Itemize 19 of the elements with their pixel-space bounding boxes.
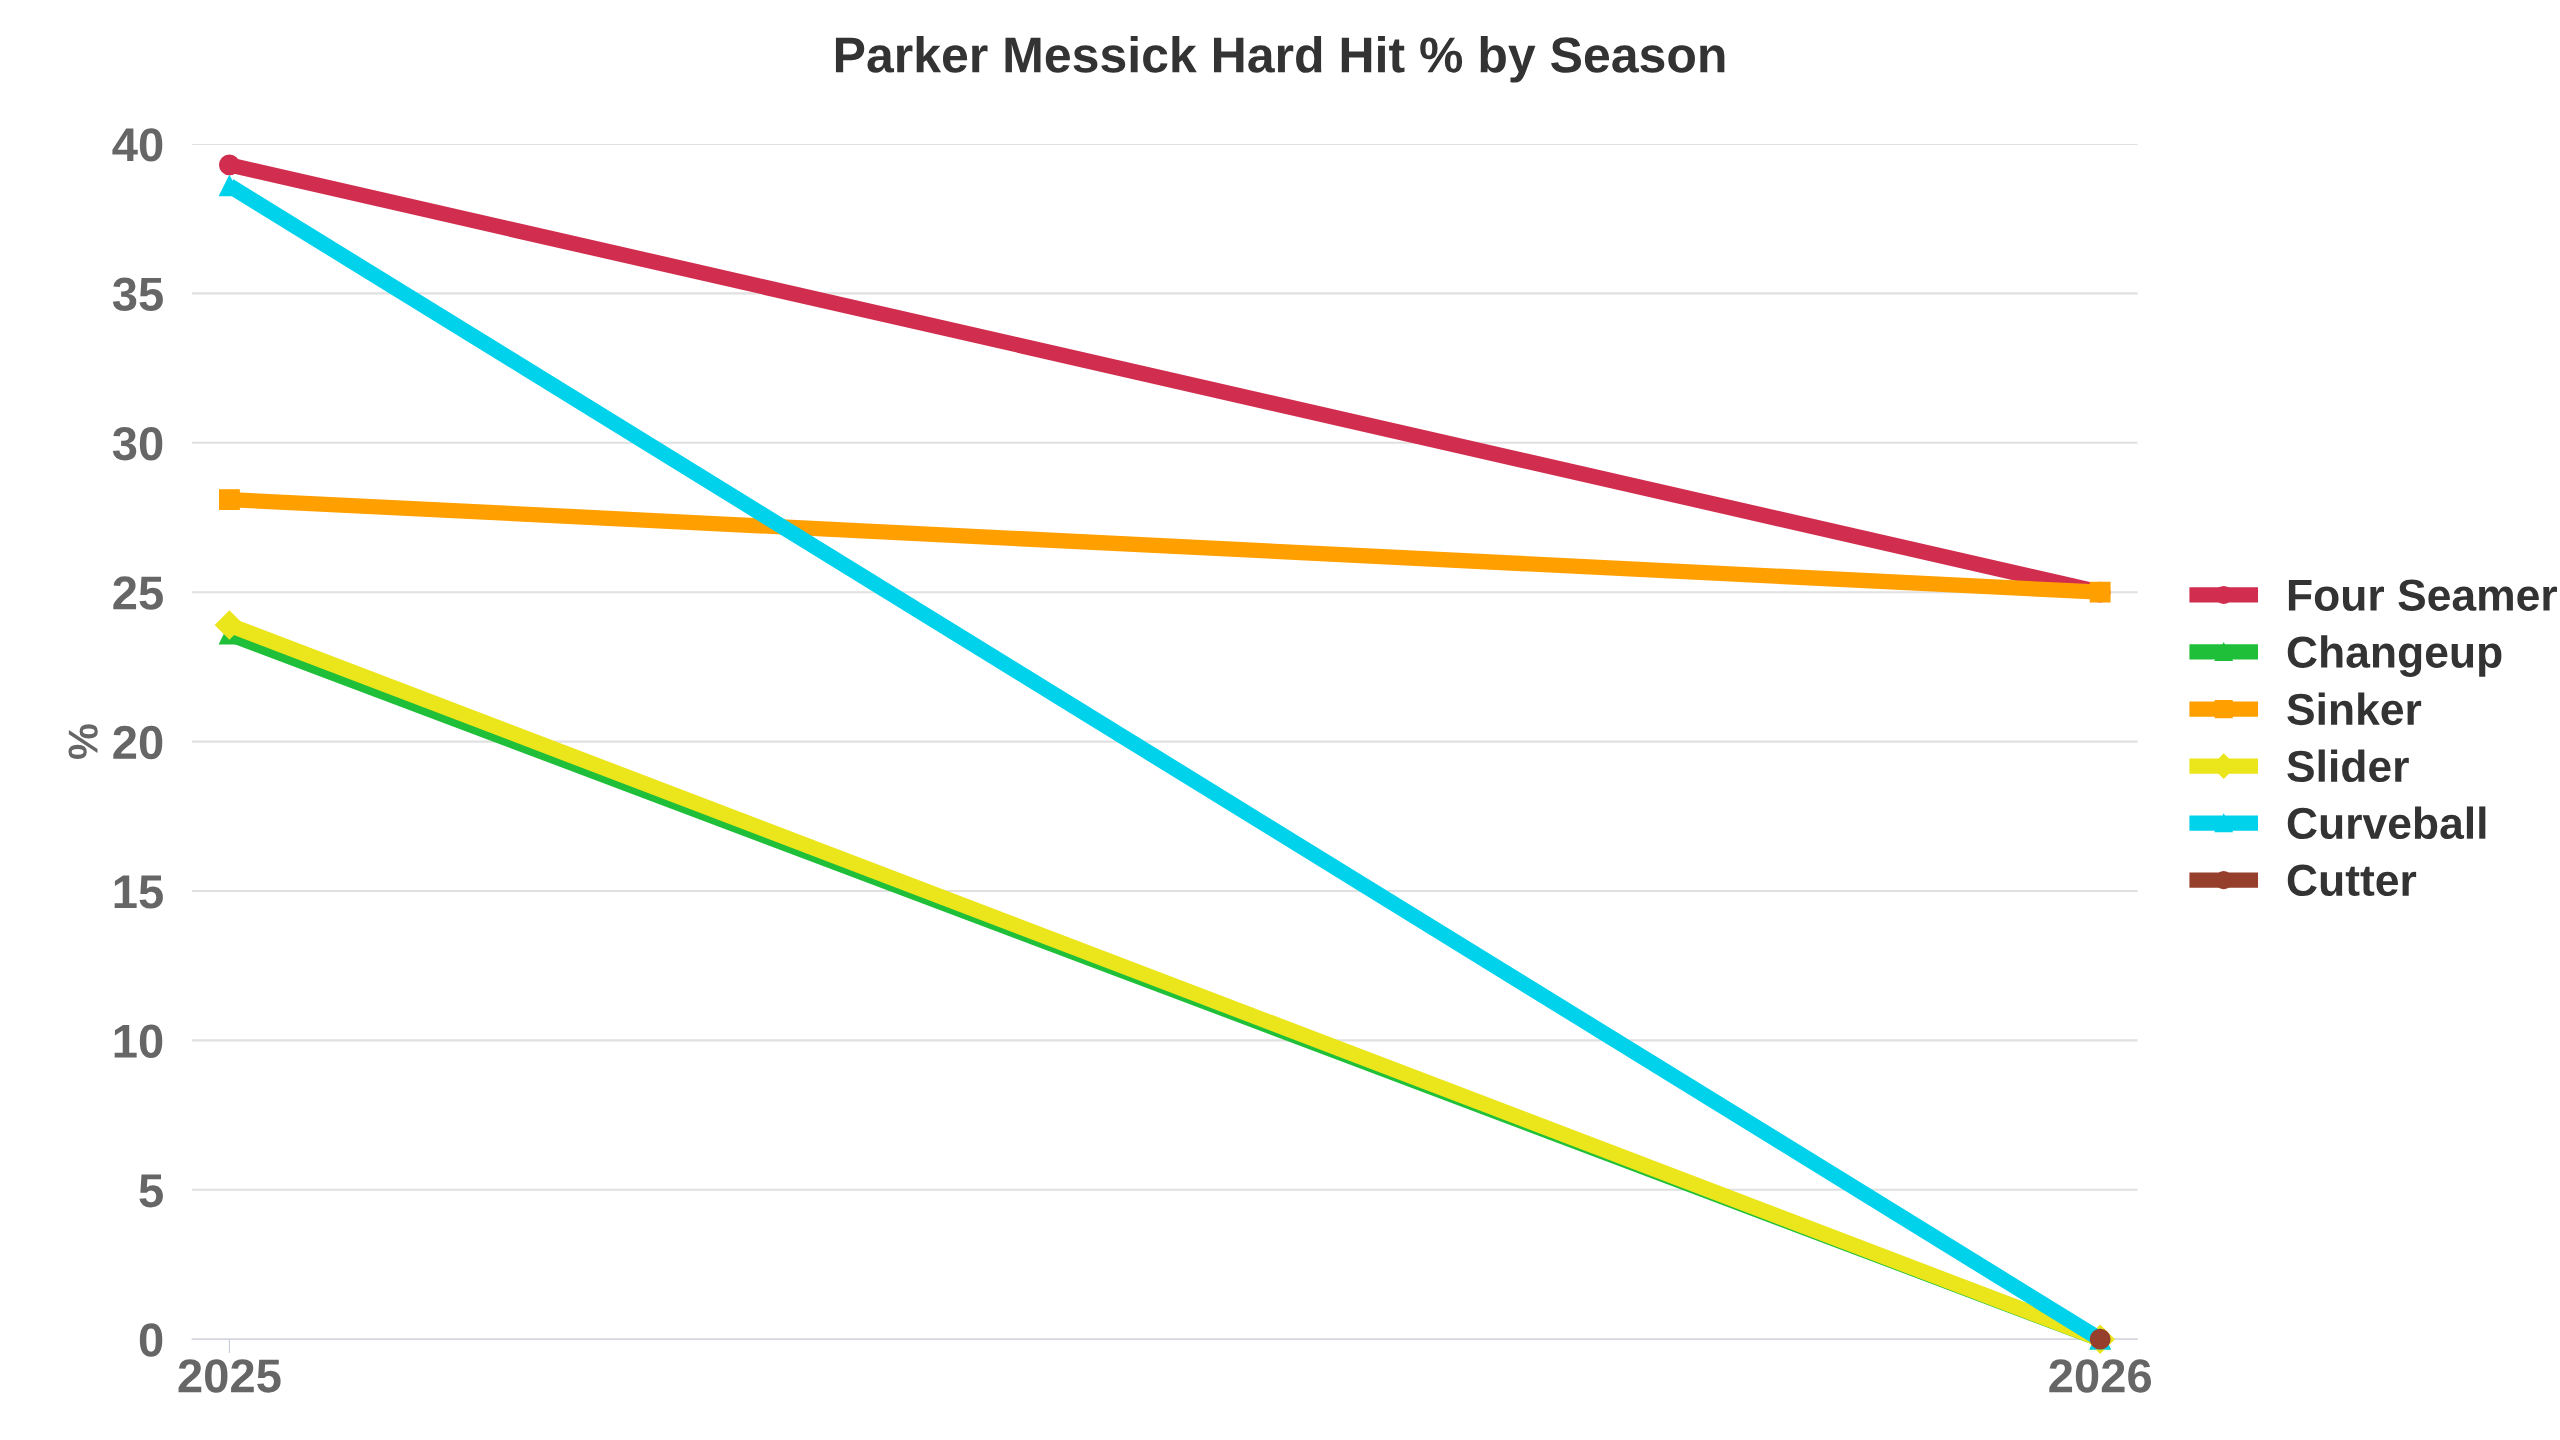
- legend-label: Sinker: [2287, 692, 2422, 726]
- legend-label: Changeup: [2287, 635, 2502, 677]
- y-tick-label: 15: [114, 875, 163, 909]
- y-tick-label: 20: [113, 725, 163, 760]
- x-tick-label: 2025: [178, 1359, 281, 1393]
- legend-label: Cutter: [2287, 864, 2417, 897]
- y-tick-label: 35: [112, 277, 163, 312]
- y-tick-label: 5: [139, 1174, 163, 1208]
- y-tick-label: 30: [112, 426, 163, 461]
- y-axis-title: %: [68, 724, 98, 760]
- y-tick-label: 10: [114, 1024, 163, 1058]
- y-tick-label: 25: [113, 576, 163, 610]
- y-tick-label: 40: [112, 128, 163, 162]
- legend-label: Curveball: [2287, 806, 2486, 840]
- legend-label: Slider: [2287, 749, 2409, 783]
- chart-title: Parker Messick Hard Hit % by Season: [835, 36, 1725, 83]
- x-tick-label: 2026: [2049, 1359, 2152, 1393]
- legend-label: Four Seamer: [2288, 579, 2557, 611]
- y-tick-label: 0: [139, 1323, 163, 1357]
